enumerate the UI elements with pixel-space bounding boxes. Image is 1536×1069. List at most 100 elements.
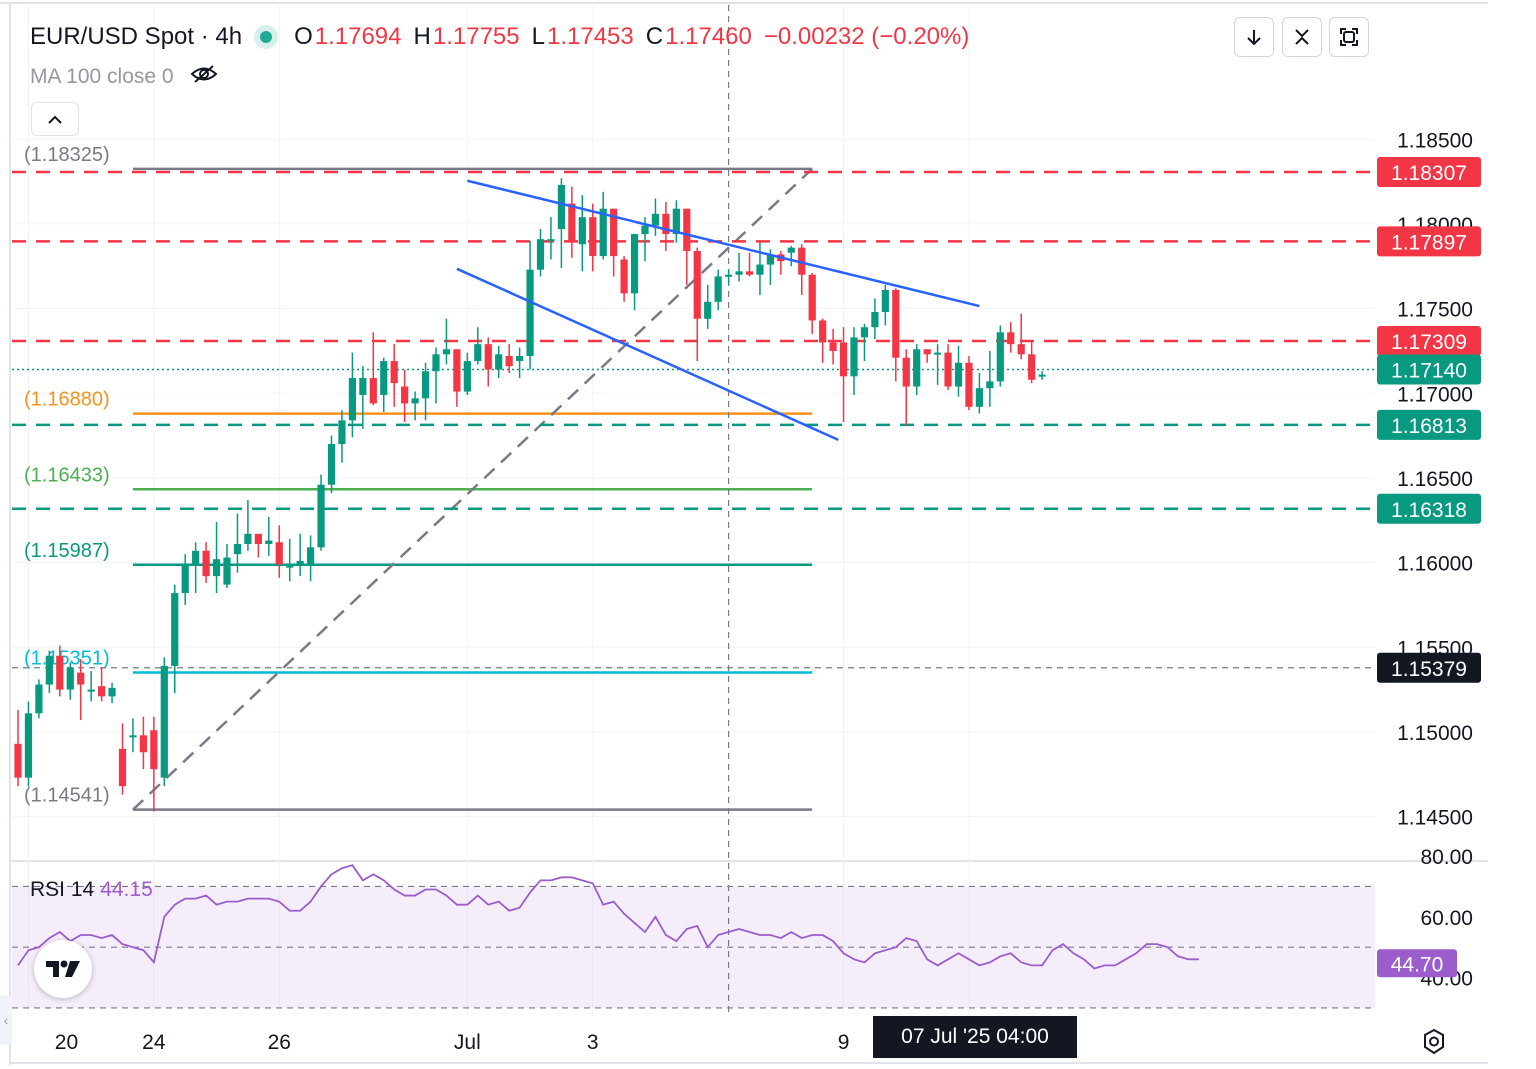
high-label: H [413,23,431,50]
ma-label: MA 100 close 0 [30,65,174,88]
y-tick-label: 1.18500 [1397,129,1473,152]
candle-up [651,213,660,226]
price-badge [1377,652,1481,683]
candle-down [275,542,283,565]
candle-up [975,388,983,407]
candle-up [526,269,534,357]
legend-header: EUR/USD Spot · 4h O 1.17694 H 1.17755 L … [30,22,981,52]
download-icon[interactable] [1234,17,1274,57]
eye-hidden-icon[interactable] [190,64,218,90]
collapse-legend-button[interactable] [31,102,79,136]
fib-level-label: (1.16880) [24,389,110,411]
candle-down [484,344,492,370]
rsi-line [17,864,1199,970]
rsi-legend[interactable]: RSI 14 44.15 [30,878,153,902]
candle-up [192,550,200,566]
candle-up [871,311,879,328]
rsi-tick-label: 60.00 [1420,907,1473,930]
price-badge-label: 1.16318 [1391,499,1467,522]
candle-down [923,349,931,355]
candle-up [181,565,189,594]
candle-down [683,208,691,252]
chevron-up-icon [48,115,62,124]
price-badge-label: 1.15379 [1391,658,1467,681]
candle-down [14,743,22,778]
x-tick-label: 24 [142,1031,166,1054]
candle-up [108,687,116,697]
candle-up [317,484,325,548]
candle-down [98,686,106,697]
left-panel-toggle[interactable]: ‹ [0,995,12,1045]
candle-down [77,672,85,685]
candle-up [913,349,921,387]
candle-down [202,550,210,577]
settings-gear-icon[interactable] [1419,1027,1449,1057]
y-tick-label: 1.17500 [1397,299,1473,322]
candle-up [380,361,388,395]
candle-up [641,225,649,235]
candle-down [568,203,576,243]
price-badge [1377,325,1481,356]
candle-down [610,208,618,257]
candle-down [1028,354,1036,380]
candle-down [892,289,900,358]
candle-up [578,217,586,245]
fullscreen-icon[interactable] [1329,17,1369,57]
candle-up [87,689,95,692]
x-tick-label: 9 [838,1031,850,1054]
candle-up [1038,374,1046,377]
candle-down [902,357,910,387]
candle-down [839,342,848,377]
tradingview-logo-icon[interactable] [34,940,92,998]
fib-trend-line [132,167,814,811]
candle-up [233,543,242,555]
candle-down [745,271,754,275]
candle-up [672,208,680,235]
candle-up [66,667,74,690]
candle-down [662,213,670,235]
candle-up [348,378,356,421]
open-label: O [294,23,313,50]
candle-up [286,564,294,568]
candle-up [735,271,743,275]
ma-indicator-legend[interactable]: MA 100 close 0 [30,64,218,90]
candle-down [453,349,461,392]
close-label: C [645,23,664,50]
rsi-value: 44.15 [100,878,153,901]
collapse-arrows-icon[interactable] [1282,17,1322,57]
candle-up [327,444,336,485]
rsi-tick-label: 80.00 [1420,846,1473,869]
crosshair-time-label: 07 Jul '25 04:00 [873,1016,1077,1058]
candle-down [1007,332,1015,345]
x-tick-label: 3 [587,1031,599,1054]
fib-level-label: (1.15351) [24,647,110,669]
rsi-label: RSI 14 [30,878,95,901]
candle-up [766,254,774,265]
x-tick-label: Jul [454,1031,481,1054]
candle-down [965,362,973,407]
candle-up [296,560,304,565]
candle-down [254,533,262,544]
candle-up [714,276,722,302]
candle-up [421,371,430,399]
candle-down [118,748,127,787]
candle-up [129,735,137,738]
candle-down [829,342,837,351]
candle-up [223,557,231,585]
candle-up [547,239,555,242]
price-badge [1377,226,1481,257]
candle-up [536,239,545,270]
fib-level-label: (1.15987) [24,540,110,562]
y-tick-label: 1.15000 [1397,722,1473,745]
candle-up [432,354,440,372]
candle-up [442,349,451,355]
symbol-title[interactable]: EUR/USD Spot · 4h [30,23,243,50]
candle-up [474,344,482,362]
candle-down [56,655,64,690]
candle-down [589,217,597,257]
candle-down [1017,344,1025,355]
open-value: 1.17694 [314,23,402,50]
candle-up [160,665,168,778]
candle-up [338,420,346,445]
